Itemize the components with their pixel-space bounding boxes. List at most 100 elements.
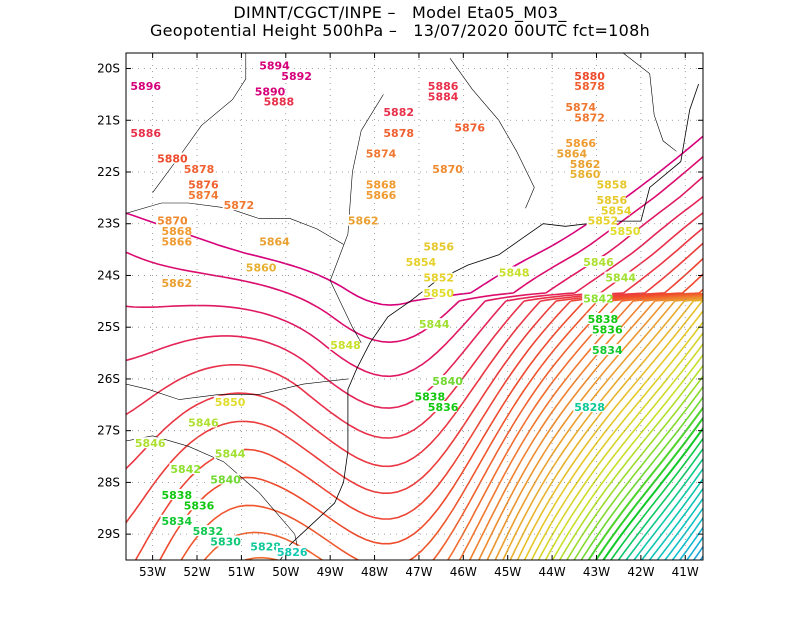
contour-label-bg (573, 111, 604, 123)
state-border (126, 378, 348, 400)
contour-label: 5874 (366, 148, 397, 161)
contour-label-bg (187, 178, 218, 190)
contour-line (692, 545, 703, 560)
contour-label: 5828 (250, 541, 281, 554)
contour-label: 5886 (428, 80, 459, 93)
contour-label: 5830 (210, 536, 241, 549)
contour-label-bg (431, 375, 462, 387)
contour-line (625, 457, 703, 560)
lon-tick-label: 44W (539, 565, 566, 579)
contour-label-bg (209, 535, 240, 547)
lon-tick-label: 47W (405, 565, 432, 579)
lon-tick-label: 53W (139, 565, 166, 579)
lon-tick-label: 51W (228, 565, 255, 579)
contour-label: 5872 (224, 199, 255, 212)
contour-label-bg (568, 157, 599, 169)
contour-label-bg (182, 163, 213, 174)
contour-line (648, 487, 703, 560)
contour-label-bg (160, 514, 191, 526)
contour-label-bg (129, 80, 160, 92)
contour-line (663, 506, 703, 560)
lon-tick-label: 43W (583, 565, 610, 579)
contour-label-bg (564, 137, 595, 149)
contour-label-bg (213, 395, 244, 407)
contour-label: 5846 (583, 256, 614, 269)
contour-label-bg (262, 95, 293, 107)
contour-label: 5848 (330, 339, 361, 352)
contour-label: 5870 (157, 215, 188, 228)
contour-label-bg (169, 463, 200, 475)
contour-label-bg (280, 69, 311, 81)
chart-title-line1: DIMNT/CGCT/INPE – Model Eta05_M03_ (233, 3, 567, 22)
contour-label: 5870 (432, 163, 463, 176)
contour-label: 5872 (574, 111, 605, 124)
contour-label: 5888 (264, 96, 295, 109)
contour-label-bg (413, 390, 444, 402)
contour-label-bg (586, 313, 617, 324)
contour-label: 5868 (162, 225, 193, 238)
contour-label-bg (364, 147, 395, 159)
contour-label-bg (253, 85, 284, 97)
contour-label-bg (209, 473, 240, 485)
contour-label-bg (160, 488, 191, 500)
contour-label-bg (422, 287, 453, 299)
contour-label-bg (422, 271, 453, 283)
contour-line (509, 299, 703, 560)
contour-label: 5844 (419, 318, 450, 331)
lon-tick-label: 42W (627, 565, 654, 579)
contour-label-bg (573, 401, 604, 412)
contour-label: 5868 (366, 179, 397, 192)
contour-label-bg (244, 261, 275, 273)
lat-tick-label: 27S (97, 424, 120, 438)
contour-label-bg (182, 499, 213, 511)
contour-label: 5864 (557, 148, 588, 161)
lon-tick-label: 46W (450, 565, 477, 579)
contour-label: 5880 (157, 153, 188, 166)
contour-label: 5856 (597, 194, 628, 207)
contour-label-bg (404, 256, 435, 268)
contour-line (530, 320, 703, 560)
contour-label-bg (595, 194, 626, 205)
contour-label-bg (156, 214, 187, 226)
contour-label-bg (497, 266, 528, 278)
contour-label: 5846 (188, 417, 219, 430)
lat-tick-label: 28S (97, 475, 120, 489)
contour-line (486, 296, 703, 560)
contour-label: 5840 (210, 473, 241, 486)
contour-label: 5890 (255, 85, 286, 98)
contour-line (516, 300, 703, 560)
contour-label: 5826 (277, 546, 308, 559)
lat-tick-label: 26S (97, 372, 120, 386)
contour-label-bg (573, 69, 604, 81)
contour-label: 5878 (383, 127, 414, 140)
contour-label-bg (329, 338, 360, 350)
contour-line (685, 535, 703, 560)
contour-label: 5834 (592, 344, 623, 357)
contour-label-bg (582, 292, 613, 304)
contour-label: 5874 (565, 101, 596, 114)
contour-label-bg (591, 344, 621, 356)
lat-tick-label: 23S (97, 217, 120, 231)
contour-line (671, 516, 703, 560)
contour-label-bg (156, 152, 187, 164)
contour-label: 5892 (281, 70, 312, 83)
contour-label: 5880 (574, 70, 605, 83)
contour-label-bg (582, 256, 613, 268)
contour-label-bg (453, 121, 484, 133)
contour-line (580, 395, 703, 560)
contour-label-bg (191, 525, 222, 537)
chart-title-line2: Geopotential Height 500hPa – 13/07/2020 … (149, 21, 651, 40)
contour-label-bg (160, 235, 191, 247)
contour-label-bg (160, 225, 191, 237)
lon-tick-label: 41W (672, 565, 699, 579)
contour-line (126, 242, 703, 524)
contour-label-bg (426, 80, 457, 92)
contour-label: 5838 (588, 313, 619, 326)
contour-label: 5840 (432, 375, 463, 388)
contour-label: 5848 (499, 267, 530, 280)
contour-label: 5836 (592, 323, 623, 336)
contour-line (587, 406, 703, 560)
contour-label: 5874 (188, 189, 219, 202)
contour-label-bg (604, 271, 635, 283)
